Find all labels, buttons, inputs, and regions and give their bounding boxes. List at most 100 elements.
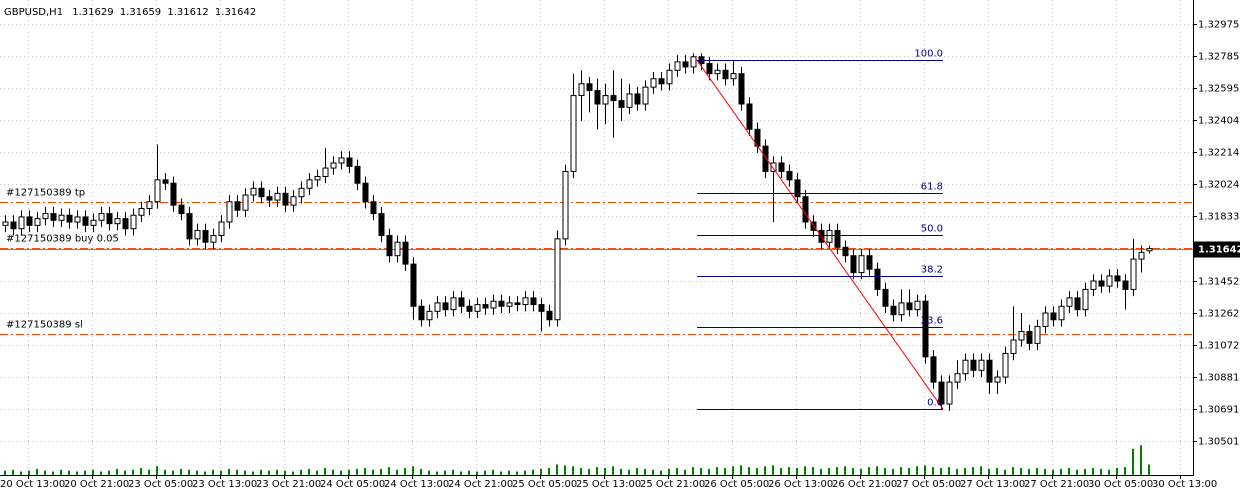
volume-bar [1140, 445, 1142, 475]
candle-body [490, 300, 497, 309]
volume-bar [20, 471, 22, 475]
candle-body [898, 302, 905, 316]
volume-bar [244, 470, 246, 475]
order-label: #127150389 tp [6, 188, 85, 199]
x-tick-label: 26 Oct 13:00 [768, 479, 833, 490]
candle-body [250, 187, 257, 196]
volume-bar [444, 470, 446, 475]
x-tick-label: 26 Oct 05:00 [704, 479, 769, 490]
volume-bar [388, 467, 390, 475]
volume-bar [148, 469, 150, 475]
volume-bar [740, 465, 742, 475]
volume-bar [876, 466, 878, 475]
volume-bar [484, 470, 486, 475]
candle-body [746, 103, 753, 130]
volume-bar [1116, 468, 1118, 475]
candle-body [1098, 280, 1105, 287]
x-tick-label: 26 Oct 21:00 [832, 479, 897, 490]
volume-bar [316, 470, 318, 475]
volume-bar [980, 466, 982, 475]
x-tick-label: 23 Oct 21:00 [256, 479, 321, 490]
volume-bar [1108, 469, 1110, 475]
volume-bar [68, 470, 70, 475]
volume-bar [1004, 469, 1006, 475]
candle-body [906, 302, 913, 311]
volume-bar [284, 470, 286, 475]
candle-body [362, 182, 369, 203]
volume-bar [916, 466, 918, 475]
volume-bar [892, 468, 894, 475]
candle-body [626, 93, 633, 108]
volume-bar [612, 466, 614, 475]
candle-body [274, 192, 281, 201]
candle-body [770, 162, 777, 172]
candle-body [354, 165, 361, 184]
volume-bar [548, 468, 550, 475]
candle-body [402, 241, 409, 265]
candle-body [554, 238, 561, 321]
candle-body [194, 229, 201, 240]
volume-bar [964, 468, 966, 475]
volume-bar [772, 465, 774, 475]
candle-body [298, 187, 305, 198]
volume-bar [804, 466, 806, 475]
candle-body [146, 201, 153, 210]
volume-bar [164, 469, 166, 475]
y-tick-label: 1.32404 [1198, 116, 1239, 127]
candle-body [242, 194, 249, 211]
candle-body [122, 218, 129, 230]
y-tick-label: 1.32975 [1198, 20, 1239, 31]
volume-bar [1052, 469, 1054, 475]
candle-body [178, 204, 185, 215]
volume-bar [228, 468, 230, 475]
volume-bar [180, 468, 182, 475]
candle-body [474, 304, 481, 312]
volume-bar [820, 468, 822, 475]
volume-bar [196, 470, 198, 475]
volume-bar [596, 467, 598, 475]
volume-bar [604, 468, 606, 475]
volume-bar [652, 469, 654, 475]
volume-bar [156, 466, 158, 475]
candle-body [562, 170, 569, 240]
volume-bar [508, 470, 510, 475]
volume-bar [628, 469, 630, 475]
volume-bar [76, 471, 78, 475]
candle-body [90, 219, 97, 226]
volume-bar [212, 469, 214, 475]
volume-bar [452, 469, 454, 475]
y-tick-label: 1.32214 [1198, 148, 1239, 159]
volume-bar [764, 466, 766, 475]
volume-bar [340, 470, 342, 475]
volume-bar [1100, 468, 1102, 475]
candle-body [2, 221, 9, 226]
volume-bar [348, 469, 350, 475]
x-tick-label: 25 Oct 21:00 [640, 479, 705, 490]
fibo-label: 50.0 [921, 224, 943, 235]
candle-body [922, 300, 929, 358]
candle-body [290, 196, 297, 206]
candle-body [674, 61, 681, 71]
volume-bar [52, 471, 54, 475]
volume-bar [852, 468, 854, 475]
candle-body [538, 304, 545, 312]
volume-bar [524, 470, 526, 475]
volume-bar [476, 471, 478, 475]
header-low: 1.31612 [167, 7, 208, 18]
volume-bar [108, 470, 110, 475]
volume-bar [324, 468, 326, 475]
candle-body [858, 255, 865, 274]
y-tick-label: 1.32785 [1198, 52, 1239, 63]
volume-bar [260, 469, 262, 475]
volume-bar [932, 467, 934, 475]
candle-body [18, 216, 25, 230]
volume-bar [132, 469, 134, 475]
candle-body [34, 218, 41, 226]
candle-body [962, 359, 969, 375]
candle-body [1130, 258, 1137, 290]
candle-body [434, 302, 441, 312]
fibo-label: 100.0 [914, 49, 943, 60]
candle-body [1138, 251, 1145, 260]
candle-body [1074, 297, 1081, 311]
candle-body [938, 381, 945, 405]
